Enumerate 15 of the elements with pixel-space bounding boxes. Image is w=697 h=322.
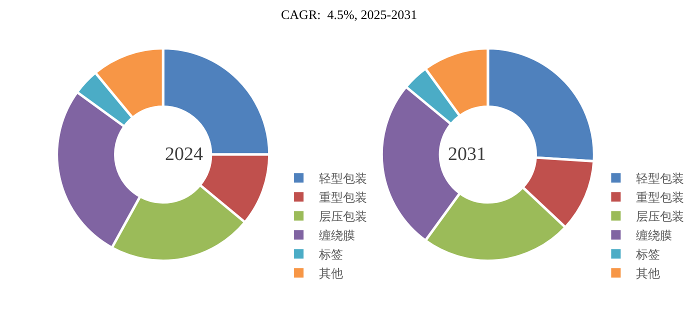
- text: 2024: [165, 144, 204, 165]
- legend-label: 其他: [636, 266, 660, 281]
- legend-label: 层压包装: [318, 210, 367, 224]
- legend-label: 重型包装: [636, 190, 684, 205]
- legend-label: 标签: [318, 248, 343, 262]
- legend-label: 其他: [318, 266, 343, 281]
- legend-label: 层压包装: [636, 210, 684, 224]
- legend-label: 轻型包装: [318, 172, 367, 186]
- legend-label: 缠绕膜: [636, 228, 672, 243]
- legend-label: 缠绕膜: [318, 228, 355, 243]
- text: CAGR: 4.5%, 2025-2031: [281, 7, 418, 22]
- legend-label: 重型包装: [318, 190, 367, 205]
- legend-label: 标签: [634, 248, 660, 262]
- text: 2031: [448, 144, 486, 165]
- legend-label: 轻型包装: [636, 172, 684, 186]
